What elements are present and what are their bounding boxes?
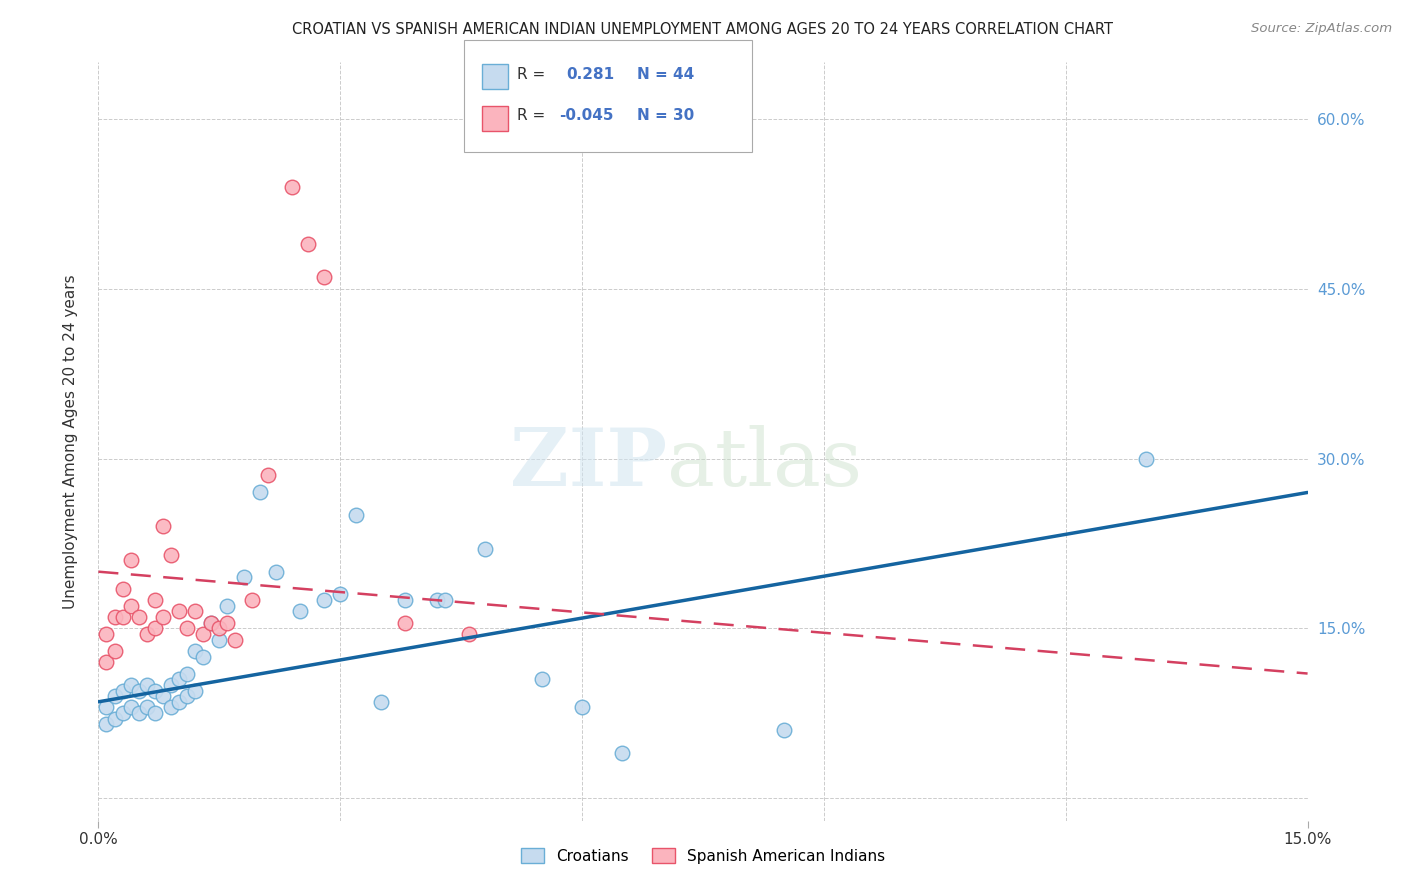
Point xyxy=(160,548,183,562)
Text: CROATIAN VS SPANISH AMERICAN INDIAN UNEMPLOYMENT AMONG AGES 20 TO 24 YEARS CORRE: CROATIAN VS SPANISH AMERICAN INDIAN UNEM… xyxy=(292,22,1114,37)
Point xyxy=(111,706,134,720)
Point xyxy=(176,621,198,635)
Point xyxy=(193,649,215,664)
Point xyxy=(143,593,166,607)
Point xyxy=(176,689,198,703)
Point xyxy=(474,542,496,557)
Y-axis label: Unemployment Among Ages 20 to 24 years: Unemployment Among Ages 20 to 24 years xyxy=(63,274,77,609)
Text: ZIP: ZIP xyxy=(510,425,666,503)
Point xyxy=(530,672,553,686)
Point xyxy=(111,610,134,624)
Point xyxy=(152,519,174,533)
Point xyxy=(135,700,157,714)
Point xyxy=(1135,451,1157,466)
Point xyxy=(103,644,125,658)
Point xyxy=(314,270,336,285)
Point xyxy=(96,700,118,714)
Point xyxy=(143,706,166,720)
Point xyxy=(208,632,231,647)
Point xyxy=(217,599,239,613)
Point xyxy=(160,678,183,692)
Point xyxy=(160,700,183,714)
Point xyxy=(193,627,215,641)
Point xyxy=(103,712,125,726)
Point xyxy=(128,706,150,720)
Point xyxy=(143,621,166,635)
Point xyxy=(96,717,118,731)
Point xyxy=(103,610,125,624)
Point xyxy=(772,723,794,738)
Point xyxy=(240,593,263,607)
Point xyxy=(281,180,304,194)
Point xyxy=(224,632,246,647)
Point xyxy=(152,610,174,624)
Point xyxy=(434,593,457,607)
Point xyxy=(96,627,118,641)
Text: N = 44: N = 44 xyxy=(637,67,695,81)
Point xyxy=(167,604,190,618)
Point xyxy=(426,593,449,607)
Point xyxy=(200,615,222,630)
Point xyxy=(167,695,190,709)
Point xyxy=(314,593,336,607)
Point xyxy=(208,621,231,635)
Point xyxy=(612,746,634,760)
Point xyxy=(184,644,207,658)
Point xyxy=(394,593,416,607)
Point xyxy=(200,615,222,630)
Text: N = 30: N = 30 xyxy=(637,109,695,123)
Text: 0.281: 0.281 xyxy=(567,67,614,81)
Point xyxy=(120,700,142,714)
Point xyxy=(571,700,593,714)
Point xyxy=(256,468,278,483)
Point xyxy=(128,683,150,698)
Point xyxy=(120,553,142,567)
Point xyxy=(297,236,319,251)
Point xyxy=(184,604,207,618)
Point xyxy=(128,610,150,624)
Point xyxy=(184,683,207,698)
Text: Source: ZipAtlas.com: Source: ZipAtlas.com xyxy=(1251,22,1392,36)
Point xyxy=(264,565,287,579)
Legend: Croatians, Spanish American Indians: Croatians, Spanish American Indians xyxy=(515,842,891,870)
Point xyxy=(458,627,481,641)
Text: -0.045: -0.045 xyxy=(560,109,614,123)
Text: R =: R = xyxy=(517,67,546,81)
Point xyxy=(394,615,416,630)
Point xyxy=(111,683,134,698)
Point xyxy=(370,695,392,709)
Point xyxy=(329,587,352,601)
Point xyxy=(152,689,174,703)
Point xyxy=(344,508,367,522)
Point xyxy=(288,604,311,618)
Point xyxy=(232,570,254,584)
Point xyxy=(176,666,198,681)
Point xyxy=(135,627,157,641)
Text: R =: R = xyxy=(517,109,546,123)
Point xyxy=(96,655,118,669)
Point xyxy=(249,485,271,500)
Text: atlas: atlas xyxy=(666,425,862,503)
Point xyxy=(217,615,239,630)
Point xyxy=(111,582,134,596)
Point xyxy=(167,672,190,686)
Point xyxy=(103,689,125,703)
Point xyxy=(135,678,157,692)
Point xyxy=(143,683,166,698)
Point xyxy=(120,678,142,692)
Point xyxy=(120,599,142,613)
